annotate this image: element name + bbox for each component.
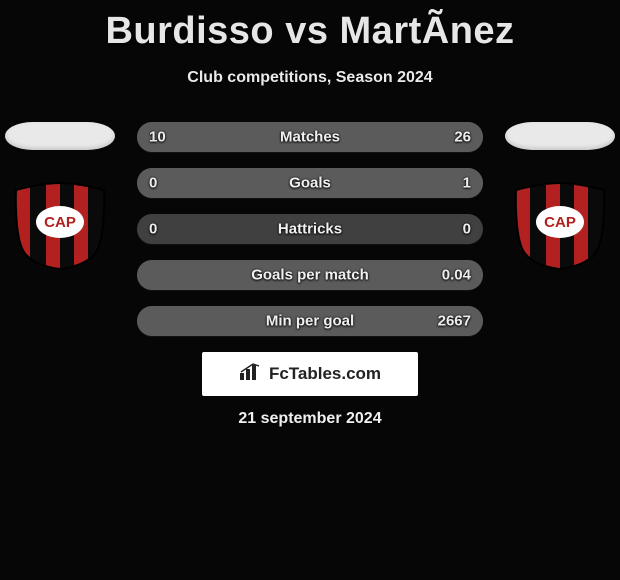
stat-left-value: 0 xyxy=(149,221,157,238)
player-right-column: CAP xyxy=(500,100,620,270)
stat-label: Matches xyxy=(280,129,340,146)
snapshot-date: 21 september 2024 xyxy=(0,410,620,428)
comparison-stage: CAP CAP 10Matches260Goals10Hattricks0Goa… xyxy=(0,100,620,350)
stat-bar: 10 Matches 26 xyxy=(137,122,483,152)
page-title: Burdisso vs MartÃ­nez xyxy=(0,0,620,53)
stat-left-value: 0 xyxy=(149,175,157,192)
stat-right-value: 26 xyxy=(454,129,471,146)
player-right-club-shield: CAP xyxy=(510,182,610,270)
stats-bar-list: 10Matches260Goals10Hattricks0Goals per m… xyxy=(137,122,483,352)
fctables-logo-text: FcTables.com xyxy=(269,364,381,384)
stat-bar: Goals per match 0.04 xyxy=(137,260,483,290)
player-left-club-shield: CAP xyxy=(10,182,110,270)
stat-bar: 0 Goals 1 xyxy=(137,168,483,198)
fctables-logo-box: FcTables.com xyxy=(202,352,418,396)
stat-label: Goals per match xyxy=(251,267,369,284)
stat-bar: 0 Hattricks 0 xyxy=(137,214,483,244)
stat-right-value: 0 xyxy=(463,221,471,238)
cap-shield-icon: CAP xyxy=(510,182,610,270)
player-left-flag-placeholder xyxy=(5,122,115,150)
player-left-column: CAP xyxy=(0,100,120,270)
page-subtitle: Club competitions, Season 2024 xyxy=(0,69,620,87)
stat-label: Goals xyxy=(289,175,331,192)
stat-right-value: 1 xyxy=(463,175,471,192)
player-right-flag-placeholder xyxy=(505,122,615,150)
cap-shield-icon: CAP xyxy=(10,182,110,270)
svg-text:CAP: CAP xyxy=(544,214,576,231)
svg-text:CAP: CAP xyxy=(44,214,76,231)
stat-bar: Min per goal 2667 xyxy=(137,306,483,336)
stat-right-value: 0.04 xyxy=(442,267,471,284)
stat-right-value: 2667 xyxy=(438,313,471,330)
bar-chart-icon xyxy=(239,363,263,386)
stat-label: Min per goal xyxy=(266,313,354,330)
stat-label: Hattricks xyxy=(278,221,342,238)
stat-bar-right-fill xyxy=(233,122,483,152)
stat-left-value: 10 xyxy=(149,129,166,146)
